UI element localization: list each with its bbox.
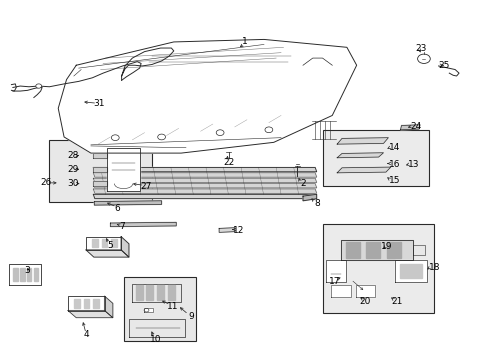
Polygon shape [68, 296, 104, 311]
Polygon shape [394, 260, 427, 282]
Polygon shape [345, 242, 359, 258]
Polygon shape [132, 284, 181, 302]
Text: 8: 8 [314, 199, 320, 208]
Bar [49, 140, 152, 202]
Polygon shape [27, 267, 31, 281]
Text: 4: 4 [83, 330, 89, 339]
Polygon shape [219, 228, 234, 232]
Polygon shape [93, 184, 316, 188]
Polygon shape [86, 250, 129, 257]
Text: 15: 15 [388, 176, 400, 185]
Polygon shape [146, 285, 153, 301]
Text: 2: 2 [300, 179, 305, 188]
Polygon shape [58, 40, 356, 153]
Text: 19: 19 [380, 242, 392, 251]
Text: 24: 24 [409, 122, 421, 131]
Polygon shape [111, 239, 117, 247]
Polygon shape [355, 285, 374, 297]
Text: 13: 13 [407, 161, 419, 170]
Polygon shape [340, 240, 412, 260]
Text: 5: 5 [107, 241, 113, 250]
Text: 23: 23 [414, 44, 426, 53]
Text: 11: 11 [166, 302, 178, 311]
Text: 29: 29 [67, 165, 79, 174]
Polygon shape [34, 267, 38, 281]
Text: 20: 20 [359, 297, 370, 306]
Text: 26: 26 [40, 178, 51, 187]
Polygon shape [93, 167, 316, 172]
Polygon shape [303, 194, 316, 201]
Polygon shape [336, 138, 387, 144]
Polygon shape [144, 308, 153, 312]
Polygon shape [93, 299, 99, 308]
Polygon shape [400, 125, 419, 130]
Polygon shape [129, 319, 184, 337]
Polygon shape [366, 242, 379, 258]
Text: 14: 14 [388, 143, 400, 152]
Polygon shape [93, 173, 316, 177]
Text: 16: 16 [388, 160, 400, 169]
Polygon shape [74, 299, 80, 308]
Text: 3: 3 [24, 266, 30, 275]
Text: 27: 27 [140, 182, 151, 191]
Polygon shape [104, 296, 113, 318]
Text: 31: 31 [93, 99, 105, 108]
Text: 22: 22 [223, 158, 234, 167]
Text: 10: 10 [150, 335, 161, 344]
Polygon shape [68, 311, 113, 318]
Bar [322, 130, 428, 186]
Polygon shape [9, 264, 41, 285]
Polygon shape [121, 237, 129, 257]
Polygon shape [13, 267, 18, 281]
Polygon shape [107, 148, 140, 192]
Text: 28: 28 [67, 151, 79, 160]
Polygon shape [92, 239, 98, 247]
Text: 12: 12 [232, 226, 244, 235]
Polygon shape [93, 153, 107, 158]
Polygon shape [167, 285, 174, 301]
Polygon shape [330, 285, 350, 297]
Polygon shape [94, 201, 161, 205]
Polygon shape [336, 167, 390, 173]
Bar [123, 277, 195, 341]
Polygon shape [20, 267, 24, 281]
Text: 18: 18 [428, 264, 440, 273]
Polygon shape [336, 153, 383, 158]
Text: 7: 7 [119, 222, 124, 231]
Bar [322, 224, 433, 314]
Text: 30: 30 [67, 179, 79, 188]
Polygon shape [93, 167, 107, 172]
Polygon shape [86, 237, 121, 250]
Circle shape [36, 84, 41, 88]
Polygon shape [93, 178, 316, 183]
Polygon shape [93, 181, 107, 186]
Text: 9: 9 [187, 312, 193, 321]
Text: 25: 25 [438, 62, 449, 71]
Polygon shape [93, 194, 316, 199]
Polygon shape [102, 239, 107, 247]
Polygon shape [412, 244, 424, 255]
Text: 6: 6 [115, 204, 121, 213]
Polygon shape [110, 222, 176, 226]
Polygon shape [386, 242, 400, 258]
Text: 1: 1 [241, 37, 247, 46]
Polygon shape [157, 285, 163, 301]
Polygon shape [399, 264, 422, 278]
Text: 21: 21 [390, 297, 402, 306]
Polygon shape [326, 260, 345, 282]
Polygon shape [93, 189, 316, 193]
Polygon shape [83, 299, 89, 308]
Text: 17: 17 [328, 276, 340, 285]
Polygon shape [136, 285, 142, 301]
